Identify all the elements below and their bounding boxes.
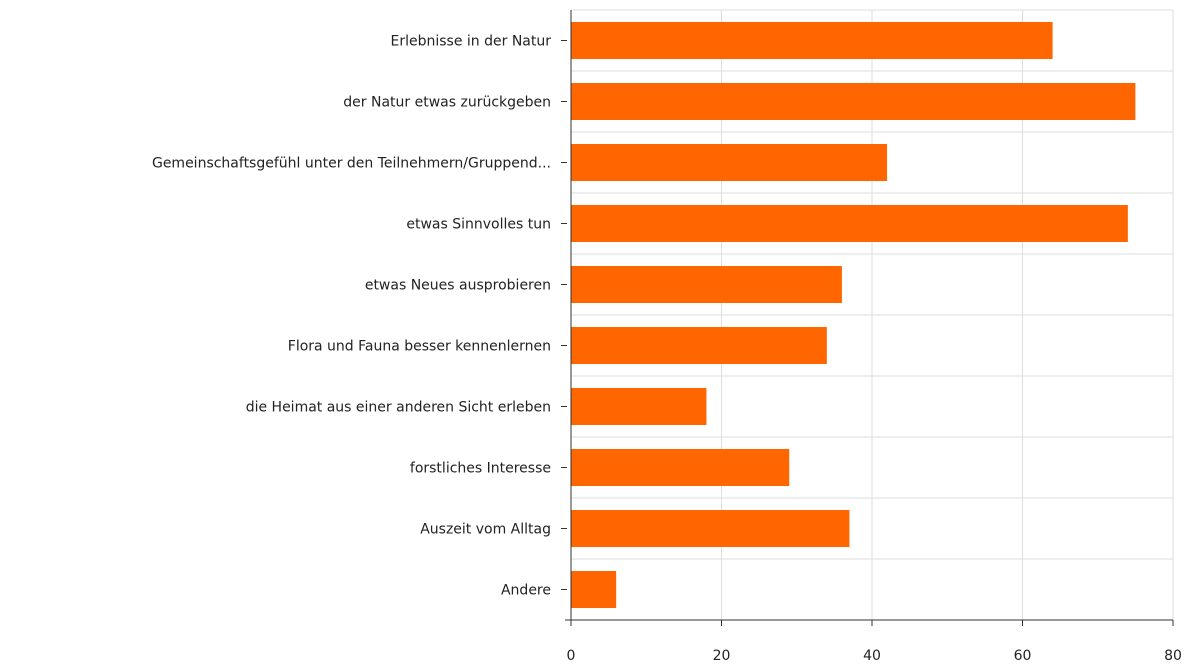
x-tick-label: 20	[713, 648, 731, 664]
category-label: forstliches Interesse	[410, 461, 551, 477]
category-label: etwas Neues ausprobieren	[365, 278, 551, 294]
bar-2	[571, 83, 1136, 120]
x-tick-label: 0	[567, 648, 576, 664]
category-label: Flora und Fauna besser kennenlernen	[288, 339, 551, 355]
axes	[561, 10, 1174, 626]
category-label: der Natur etwas zurückgeben	[343, 95, 551, 111]
category-labels: Erlebnisse in der Natur der Natur etwas z…	[152, 34, 551, 599]
x-tick-label: 60	[1014, 648, 1032, 664]
x-tick-label: 80	[1164, 648, 1182, 664]
bar-10	[571, 571, 617, 608]
category-label: Andere	[501, 583, 551, 599]
bar-4	[571, 205, 1128, 242]
bar-8	[571, 449, 790, 486]
x-tick-label: 40	[863, 648, 881, 664]
bars	[571, 22, 1136, 608]
x-tick-labels: 0 20 40 60 80	[567, 648, 1182, 664]
bar-6	[571, 327, 827, 364]
category-label: etwas Sinnvolles tun	[406, 217, 551, 233]
category-label: die Heimat aus einer anderen Sicht erleb…	[246, 400, 551, 416]
bar-9	[571, 510, 850, 547]
gridlines	[571, 9, 1174, 621]
bar-5	[571, 266, 842, 303]
bar-3	[571, 144, 888, 181]
bar-7	[571, 388, 707, 425]
category-label: Erlebnisse in der Natur	[391, 34, 552, 50]
category-label: Auszeit vom Alltag	[420, 522, 551, 538]
category-label: Gemeinschaftsgefühl unter den Teilnehmer…	[152, 156, 551, 172]
bar-1	[571, 22, 1053, 59]
